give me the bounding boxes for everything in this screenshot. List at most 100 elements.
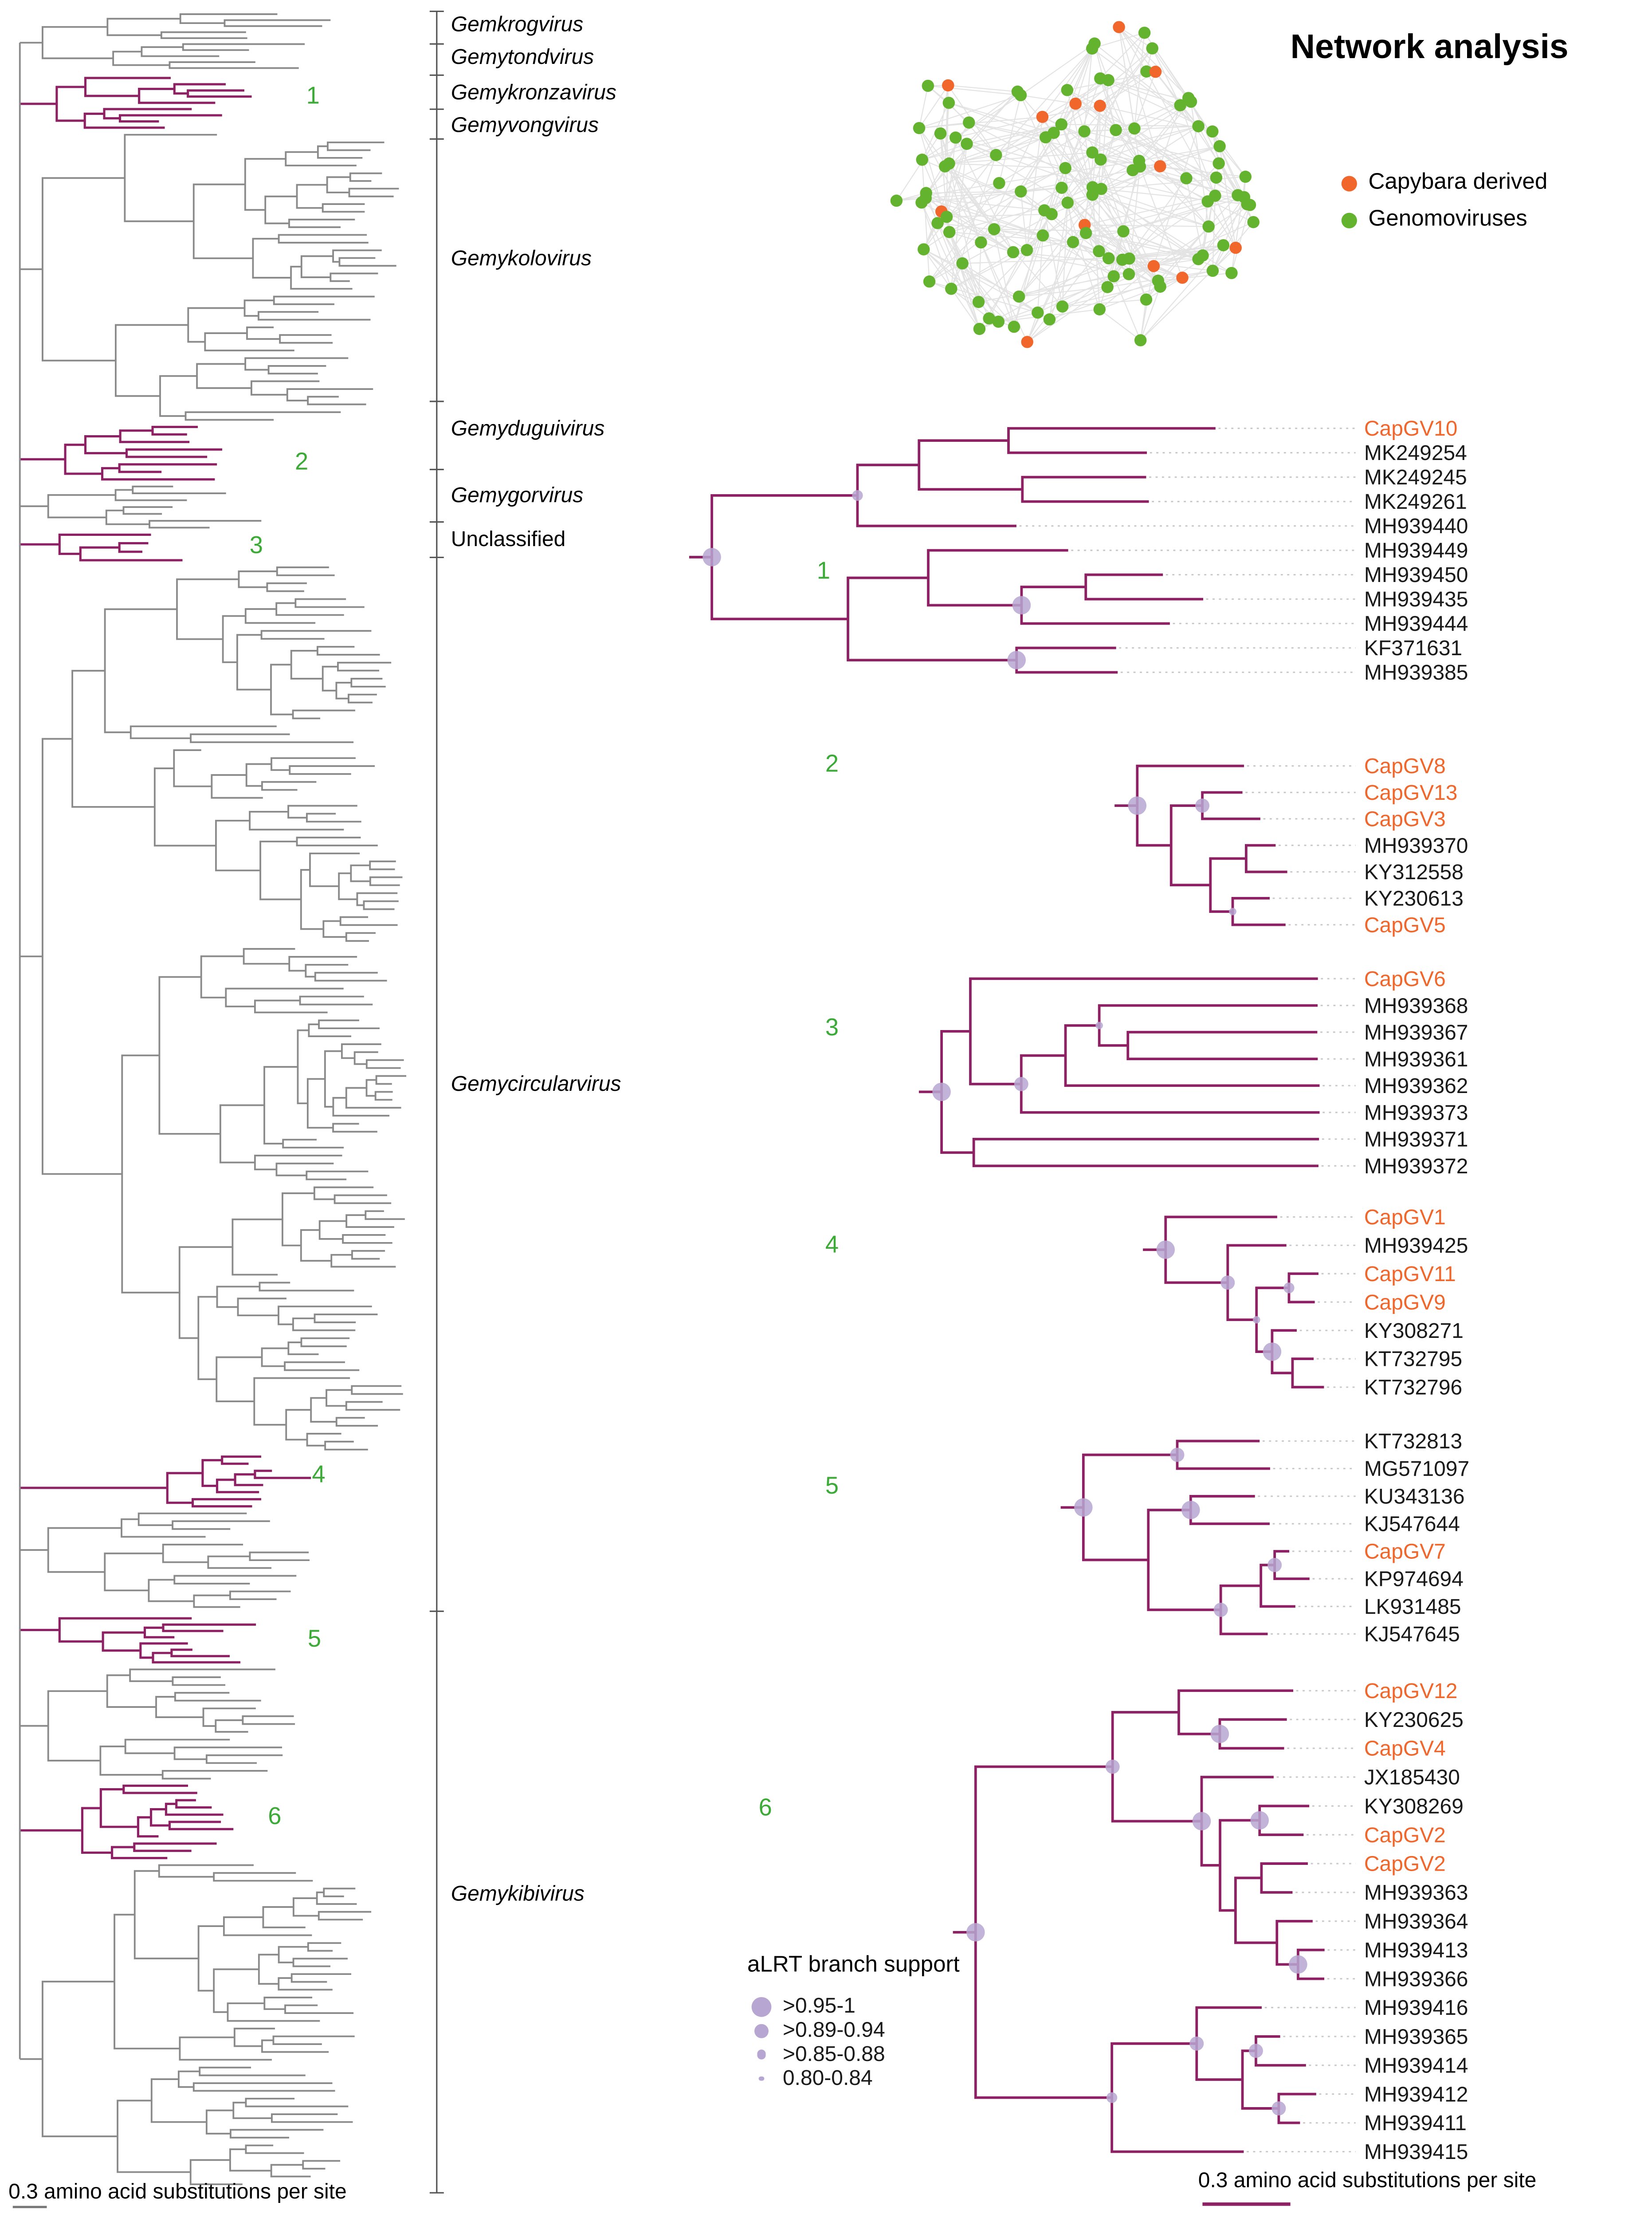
tip-label-accession: MK249261 bbox=[1364, 490, 1467, 514]
panel-number-1: 1 bbox=[816, 557, 830, 585]
clade-6-subtree bbox=[974, 1689, 1325, 2153]
support-circle bbox=[1195, 798, 1210, 813]
network-node-genomovirus bbox=[1133, 154, 1146, 167]
tip-label-accession: KT732796 bbox=[1364, 1376, 1462, 1400]
genus-label-gemyvongvirus: Gemyvongvirus bbox=[451, 113, 599, 138]
support-circle bbox=[1248, 2044, 1263, 2058]
support-circle bbox=[1106, 2092, 1118, 2103]
capybara-dot-icon bbox=[1341, 175, 1357, 191]
network-node-capybara bbox=[1176, 271, 1189, 284]
left-tree-clade bbox=[42, 134, 399, 421]
network-node-genomovirus bbox=[1048, 126, 1060, 139]
support-legend-row: >0.95-1 bbox=[747, 1994, 960, 2018]
network-node-genomovirus bbox=[943, 226, 956, 238]
network-node-genomovirus bbox=[1012, 290, 1025, 303]
network-node-genomovirus bbox=[1146, 42, 1158, 55]
support-circle bbox=[1283, 1282, 1295, 1294]
tip-label-capybara: CapGV1 bbox=[1364, 1206, 1446, 1229]
network-node-genomovirus bbox=[938, 160, 951, 173]
network-node-genomovirus bbox=[1061, 197, 1074, 209]
left-tree-clade bbox=[58, 1617, 256, 1664]
tip-label-accession: MH939364 bbox=[1364, 1910, 1468, 1934]
network-node-genomovirus bbox=[890, 194, 903, 207]
network-node-capybara bbox=[1154, 160, 1166, 173]
network-node-genomovirus bbox=[1239, 170, 1252, 183]
network-node-genomovirus bbox=[931, 217, 944, 229]
clade-2-subtree bbox=[1136, 764, 1287, 926]
support-legend-title: aLRT branch support bbox=[747, 1953, 960, 1978]
network-node-genomovirus bbox=[1055, 118, 1068, 131]
tip-label-accession: MH939366 bbox=[1364, 1967, 1468, 1991]
network-node-genomovirus bbox=[1043, 313, 1056, 326]
left-clade-marker-3: 3 bbox=[249, 532, 263, 559]
network-node-genomovirus bbox=[919, 192, 932, 204]
network-node-genomovirus bbox=[1102, 252, 1115, 264]
network-node-genomovirus bbox=[942, 97, 955, 109]
support-circle bbox=[702, 548, 721, 566]
support-legend-label-1: >0.95-1 bbox=[782, 1994, 855, 2018]
tip-label-capybara: CapGV10 bbox=[1364, 417, 1458, 440]
tip-label-accession: KU343136 bbox=[1364, 1485, 1465, 1509]
network-node-genomovirus bbox=[1093, 303, 1106, 316]
network-node-genomovirus bbox=[1140, 65, 1153, 78]
network-node-genomovirus bbox=[1126, 164, 1139, 177]
left-tree-clade bbox=[42, 1864, 372, 2185]
tip-label-accession: MH939411 bbox=[1364, 2112, 1467, 2135]
network-node-genomovirus bbox=[1061, 84, 1074, 96]
left-tree-clade bbox=[55, 77, 252, 129]
support-circle bbox=[1192, 1812, 1211, 1831]
network-node-genomovirus bbox=[992, 315, 1005, 328]
genus-separator bbox=[429, 10, 444, 2194]
left-clade-marker-1: 1 bbox=[306, 82, 320, 110]
support-circle bbox=[1210, 1725, 1229, 1743]
network-node-genomovirus bbox=[973, 322, 986, 335]
tip-label-capybara: CapGV2 bbox=[1364, 1824, 1446, 1847]
network-node-genomovirus bbox=[1056, 181, 1068, 194]
support-legend-row: 0.80-0.84 bbox=[747, 2067, 960, 2091]
network-node-capybara bbox=[1229, 241, 1242, 254]
left-scale-label: 0.3 amino acid substitutions per site bbox=[8, 2180, 347, 2204]
genus-label-gemykibivirus: Gemykibivirus bbox=[451, 1882, 585, 1907]
support-circle bbox=[1267, 1558, 1282, 1572]
left-tree-clade bbox=[47, 485, 262, 529]
network-node-genomovirus bbox=[922, 79, 934, 92]
left-tree-clade bbox=[166, 1455, 311, 1508]
network-node-genomovirus bbox=[1213, 140, 1226, 153]
support-circle bbox=[1189, 2036, 1204, 2051]
network-node-genomovirus bbox=[918, 243, 930, 256]
tip-label-capybara: CapGV6 bbox=[1364, 967, 1446, 991]
left-tree-clade bbox=[81, 1784, 234, 1860]
support-circle bbox=[1014, 1077, 1028, 1091]
tip-label-accession: MH939449 bbox=[1364, 539, 1468, 562]
support-circle bbox=[932, 1082, 951, 1101]
network-node-genomovirus bbox=[961, 138, 973, 150]
support-circle bbox=[1252, 1316, 1260, 1324]
tip-label-accession: MH939365 bbox=[1364, 2025, 1468, 2049]
support-circle bbox=[1074, 1498, 1093, 1517]
network-node-genomovirus bbox=[1014, 89, 1027, 102]
left-tree-clade bbox=[47, 1512, 310, 1608]
left-clade-marker-6: 6 bbox=[268, 1802, 282, 1830]
support-circle bbox=[966, 1923, 985, 1942]
tip-label-accession: KF371631 bbox=[1364, 637, 1462, 660]
panel-number-2: 2 bbox=[825, 750, 839, 778]
network-node-genomovirus bbox=[1206, 125, 1219, 138]
network-node-capybara bbox=[1036, 110, 1049, 123]
network-node-genomovirus bbox=[1128, 122, 1141, 135]
network-node-genomovirus bbox=[1008, 320, 1020, 333]
network-legend-capybara-label: Capybara derived bbox=[1368, 170, 1548, 195]
support-circle bbox=[1170, 1447, 1185, 1462]
network-node-genomovirus bbox=[1038, 204, 1051, 216]
network-node-genomovirus bbox=[1107, 270, 1120, 283]
network-node-genomovirus bbox=[1020, 244, 1033, 256]
tip-label-accession: KY312558 bbox=[1364, 861, 1464, 884]
tip-leader-lines bbox=[1245, 765, 1356, 926]
support-circle bbox=[1250, 1811, 1269, 1830]
network-node-capybara bbox=[1069, 97, 1082, 110]
tip-leader-lines bbox=[1280, 1216, 1356, 1388]
network-node-genomovirus bbox=[1086, 181, 1099, 193]
support-legend-row: >0.89-0.94 bbox=[747, 2018, 960, 2042]
left-tree-clade bbox=[58, 533, 183, 562]
network-node-genomovirus bbox=[963, 116, 975, 129]
